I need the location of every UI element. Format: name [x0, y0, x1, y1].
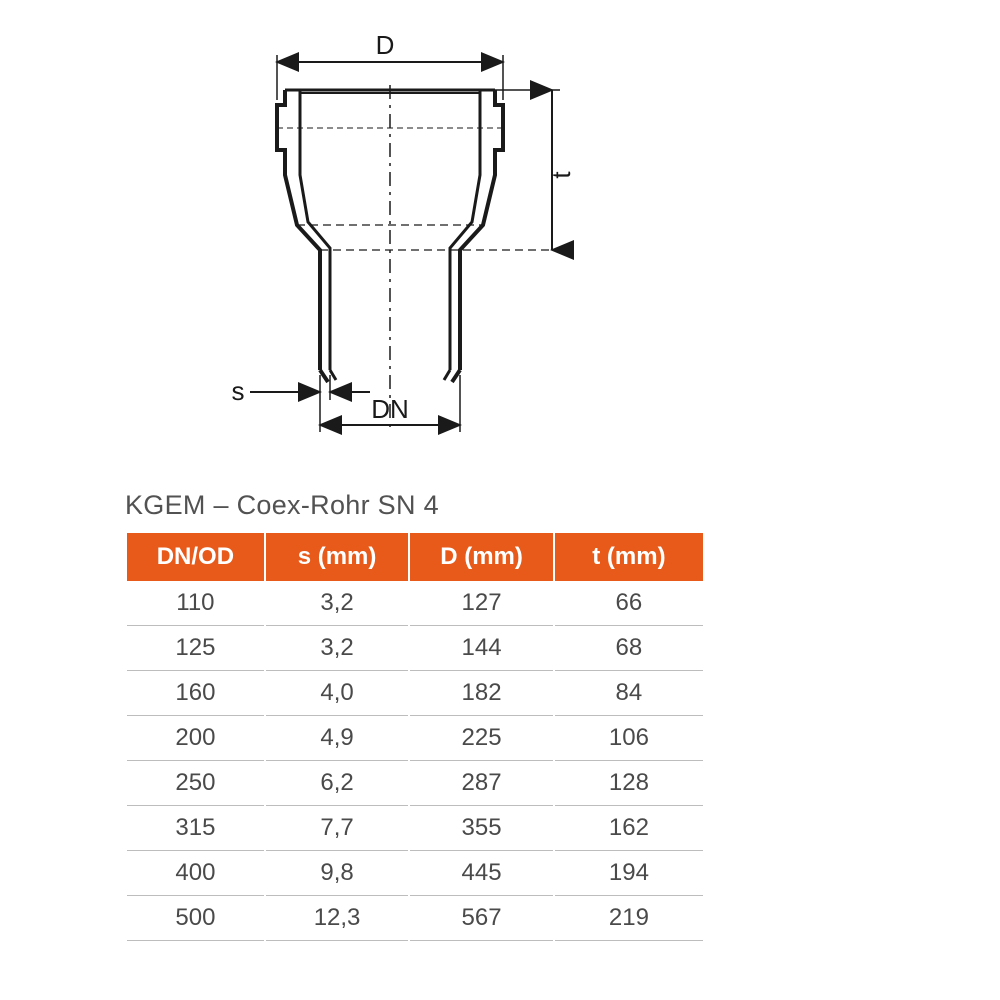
table-cell: 182	[410, 671, 553, 716]
table-header-cell: s (mm)	[266, 533, 409, 581]
table-header-cell: D (mm)	[410, 533, 553, 581]
table-row: 2506,2287128	[127, 761, 703, 806]
table-row: 4009,8445194	[127, 851, 703, 896]
table-cell: 127	[410, 581, 553, 626]
table-body: 1103,2127661253,2144681604,0182842004,92…	[127, 581, 703, 941]
table-cell: 106	[555, 716, 703, 761]
table-cell: 200	[127, 716, 264, 761]
pipe-diagram: D t DN s	[180, 30, 680, 450]
table-cell: 162	[555, 806, 703, 851]
dim-label-s: s	[232, 376, 245, 406]
pipe-svg: D t DN s	[180, 30, 680, 450]
table-row: 2004,9225106	[127, 716, 703, 761]
table-row: 1103,212766	[127, 581, 703, 626]
spec-table-area: KGEM – Coex-Rohr SN 4 DN/ODs (mm)D (mm)t…	[125, 490, 705, 941]
dim-label-DN: DN	[371, 394, 409, 424]
table-cell: 567	[410, 896, 553, 941]
dim-label-D: D	[376, 30, 395, 60]
table-cell: 4,0	[266, 671, 409, 716]
table-cell: 66	[555, 581, 703, 626]
table-cell: 250	[127, 761, 264, 806]
table-header-cell: DN/OD	[127, 533, 264, 581]
table-row: 1253,214468	[127, 626, 703, 671]
table-cell: 84	[555, 671, 703, 716]
table-cell: 225	[410, 716, 553, 761]
table-cell: 110	[127, 581, 264, 626]
table-cell: 125	[127, 626, 264, 671]
spec-table: DN/ODs (mm)D (mm)t (mm) 1103,2127661253,…	[125, 533, 705, 941]
table-cell: 400	[127, 851, 264, 896]
table-cell: 9,8	[266, 851, 409, 896]
table-row: 50012,3567219	[127, 896, 703, 941]
table-cell: 160	[127, 671, 264, 716]
table-title: KGEM – Coex-Rohr SN 4	[125, 490, 705, 521]
table-cell: 194	[555, 851, 703, 896]
table-cell: 287	[410, 761, 553, 806]
table-row: 3157,7355162	[127, 806, 703, 851]
dim-label-t: t	[546, 171, 576, 179]
table-cell: 4,9	[266, 716, 409, 761]
table-header-row: DN/ODs (mm)D (mm)t (mm)	[127, 533, 703, 581]
table-cell: 3,2	[266, 581, 409, 626]
table-cell: 128	[555, 761, 703, 806]
table-cell: 500	[127, 896, 264, 941]
table-row: 1604,018284	[127, 671, 703, 716]
table-cell: 355	[410, 806, 553, 851]
table-cell: 445	[410, 851, 553, 896]
table-cell: 7,7	[266, 806, 409, 851]
table-cell: 144	[410, 626, 553, 671]
table-cell: 219	[555, 896, 703, 941]
table-cell: 3,2	[266, 626, 409, 671]
table-cell: 6,2	[266, 761, 409, 806]
table-cell: 12,3	[266, 896, 409, 941]
table-header-cell: t (mm)	[555, 533, 703, 581]
table-cell: 315	[127, 806, 264, 851]
table-cell: 68	[555, 626, 703, 671]
